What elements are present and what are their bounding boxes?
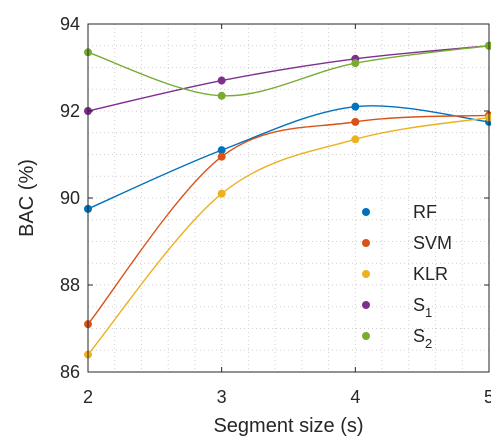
- data-point-klr: [485, 113, 491, 122]
- data-point-s2: [351, 59, 360, 68]
- y-tick-labels: 86 88 90 92 94: [60, 14, 80, 382]
- data-point-s1: [217, 76, 226, 85]
- legend-marker-s2: [362, 332, 370, 340]
- y-axis-label: BAC (%): [16, 159, 38, 237]
- legend-label-klr: KLR: [413, 264, 448, 284]
- legend-marker-rf: [362, 208, 370, 216]
- data-point-s2: [485, 41, 491, 50]
- legend: RF SVM KLR S1 S2: [362, 202, 452, 351]
- x-tick-label: 3: [217, 387, 227, 407]
- data-point-svm: [217, 152, 226, 161]
- x-tick-label: 2: [83, 387, 93, 407]
- legend-marker-svm: [362, 239, 370, 247]
- series-line-svm: [87, 114, 490, 325]
- x-axis-label: Segment size (s): [213, 415, 363, 437]
- data-point-rf: [351, 102, 360, 111]
- axis-ticks: [87, 23, 490, 373]
- series-line-s1: [87, 45, 490, 112]
- data-point-svm: [351, 117, 360, 126]
- y-tick-label: 88: [60, 275, 80, 295]
- legend-label-s1: S1: [413, 295, 432, 320]
- data-point-s2: [217, 91, 226, 100]
- legend-marker-s1: [362, 301, 370, 309]
- y-tick-label: 90: [60, 188, 80, 208]
- x-tick-label: 5: [484, 387, 491, 407]
- data-point-rf: [217, 146, 226, 155]
- legend-marker-klr: [362, 270, 370, 278]
- x-tick-label: 4: [350, 387, 360, 407]
- x-tick-labels: 2 3 4 5: [83, 387, 491, 407]
- y-tick-label: 92: [60, 101, 80, 121]
- series-curves: [87, 45, 490, 356]
- legend-label-svm: SVM: [413, 233, 452, 253]
- legend-label-rf: RF: [413, 202, 437, 222]
- series-line-s2: [87, 45, 490, 97]
- data-point-klr: [351, 135, 360, 144]
- y-tick-label: 86: [60, 362, 80, 382]
- series-line-rf: [87, 105, 490, 210]
- data-point-klr: [217, 189, 226, 198]
- legend-label-s2: S2: [413, 326, 432, 351]
- y-tick-label: 94: [60, 14, 80, 34]
- series-line-klr: [87, 116, 490, 356]
